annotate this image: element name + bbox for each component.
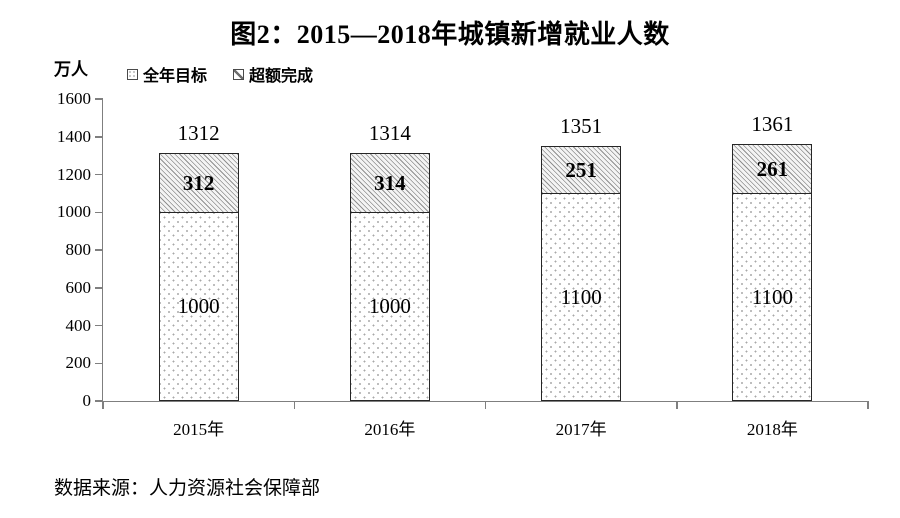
bar-segment-overachieved: 314 [350,153,429,214]
y-axis-tick-label: 800 [65,240,92,259]
legend-label-annual-target: 全年目标 [143,68,208,85]
bar-segment-overachieved: 312 [159,154,238,214]
y-axis-tick-label: 1000 [57,202,91,222]
y-axis-tick [95,173,103,176]
dotted-pattern-swatch-icon [127,68,138,80]
stacked-bar: 261 1100 [732,144,813,401]
source-note: 数据来源：人力资源社会保障部 [54,478,321,499]
bar-segment-overachieved: 251 [542,147,621,195]
y-axis-tick [95,211,103,213]
bar-segment-annual-target: 1100 [542,194,621,400]
y-axis-tick-label: 600 [65,277,92,297]
diagonal-hatch-swatch-icon [233,68,245,80]
y-axis-tick [95,287,103,289]
x-axis-tick [102,401,104,409]
chart-title: 图2：2015—2018年城镇新增就业人数 [230,20,670,49]
y-axis-tick [95,324,103,327]
y-axis-tick-label: 400 [65,315,92,335]
legend-label-overachieved: 超额完成 [249,68,314,85]
x-axis-category-label: 2017年 [555,420,607,439]
x-axis-tick [293,401,295,409]
overachieved-value-label: 314 [374,170,406,195]
x-axis-category-label: 2018年 [746,420,798,439]
bar-segment-annual-target: 1000 [350,213,429,400]
annual-target-value-label: 1000 [368,294,411,319]
x-axis-tick [676,401,678,409]
overachieved-value-label: 261 [756,156,789,181]
y-axis-tick [95,136,103,138]
stacked-bar: 314 1000 [349,152,430,401]
bar-segment-annual-target: 1100 [733,194,812,400]
x-axis-category-label: 2015年 [173,420,225,439]
bar-segment-overachieved: 261 [733,145,812,195]
legend-item-annual-target: 全年目标 [127,62,207,86]
overachieved-value-label: 312 [182,170,215,195]
y-axis-tick-label: 0 [82,391,92,410]
y-axis-tick-label: 1600 [57,89,91,108]
y-axis-tick-label: 200 [65,353,92,373]
bar-total-label: 1351 [560,114,603,138]
bar-total-label: 1312 [177,121,220,146]
stacked-bar: 251 1100 [541,146,622,401]
annual-target-value-label: 1000 [177,294,220,319]
legend-item-overachieved: 超额完成 [233,62,313,86]
x-axis-category-label: 2016年 [364,420,416,439]
stacked-bar: 312 1000 [158,153,239,401]
bar-total-label: 1314 [368,120,411,145]
annual-target-value-label: 1100 [751,284,793,309]
overachieved-value-label: 251 [565,157,597,182]
plot-area: 0 200 400 600 800 1000 1200 1400 1600 312 1000 1312… [57,89,869,439]
x-axis-tick [867,401,869,409]
y-axis-tick [95,362,103,364]
bar-total-label: 1361 [751,112,794,137]
y-axis-tick-label: 1200 [57,164,91,184]
legend: 全年目标 超额完成 [127,62,313,86]
y-axis-tick [95,400,103,402]
bar-segment-annual-target: 1000 [159,213,238,400]
y-axis-unit-label: 万人 [54,60,88,79]
y-axis-tick [95,249,103,251]
y-axis-tick-label: 1400 [57,126,91,146]
x-axis-tick [484,401,487,409]
annual-target-value-label: 1100 [560,284,602,309]
y-axis-tick [95,98,103,100]
